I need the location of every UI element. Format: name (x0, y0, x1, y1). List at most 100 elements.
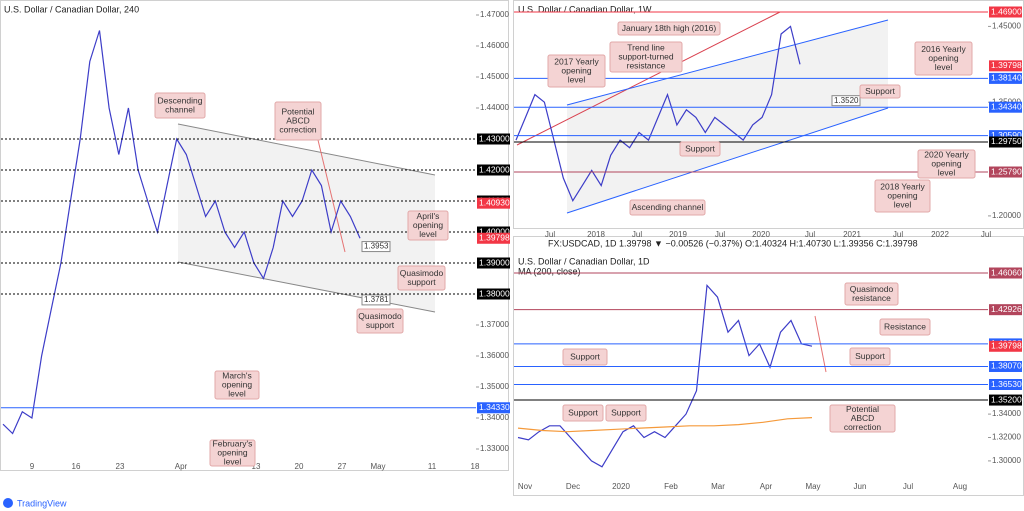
channel-shade (178, 124, 435, 312)
y-tick-label: 1.44000 (480, 103, 509, 112)
price-tag (989, 304, 1022, 316)
price-tag (477, 226, 510, 238)
annotation-text: support-turned (618, 51, 674, 61)
annotation-text: support (366, 320, 395, 330)
abcd-arrow (317, 139, 346, 253)
price-tag-label: 1.39798 (991, 60, 1022, 70)
inline-label: 1.3781 (364, 295, 389, 304)
annotation-text: level (568, 74, 586, 84)
x-tick-label: 20 (295, 462, 304, 471)
x-tick-label: Jul (893, 230, 903, 239)
annotation-box (274, 101, 322, 141)
annotation-text: Support (568, 407, 598, 417)
annotation-box (609, 41, 683, 73)
channel-shade (567, 20, 888, 213)
annotation-text: opening (413, 220, 444, 230)
price-tag-label: 1.46900 (991, 6, 1022, 16)
x-tick-label: 2022 (931, 230, 949, 239)
channel-line (177, 123, 436, 176)
annotation-box (874, 179, 931, 213)
x-tick-label: 11 (428, 462, 437, 471)
annotation-box (154, 92, 206, 119)
annotation-text: opening (561, 65, 592, 75)
annotation-text: correction (844, 422, 882, 432)
panel-title: U.S. Dollar / Canadian Dollar, 1W (518, 4, 652, 14)
price-tag (477, 402, 510, 414)
x-tick-label: Aug (953, 482, 967, 491)
annotation-box (617, 21, 721, 36)
annotation-box (914, 41, 973, 76)
y-tick-label: 1.36000 (480, 351, 509, 360)
annotation-text: level (419, 229, 437, 239)
annotation-box (844, 282, 899, 306)
x-tick-label: May (805, 482, 820, 491)
ohlc-header: FX:USDCAD, 1D 1.39798 ▼ −0.00526 (−0.37%… (548, 238, 918, 248)
annotation-box (407, 210, 449, 241)
price-tag (989, 72, 1022, 84)
annotation-text: level (938, 167, 956, 177)
annotation-text: level (224, 456, 242, 466)
annotation-box (679, 141, 721, 157)
annotation-text: support (407, 277, 436, 287)
x-tick-label: 23 (116, 462, 125, 471)
annotation-box (562, 348, 608, 366)
x-tick-label: 2020 (752, 230, 770, 239)
annotation-text: February's (213, 438, 253, 448)
annotation-text: 2016 Yearly (921, 44, 966, 54)
annotation-text: Ascending channel (632, 202, 704, 212)
y-tick-label: 1.45000 (992, 22, 1021, 31)
x-tick-label: Jul (632, 230, 642, 239)
price-tag (477, 133, 510, 145)
annotation-text: level (228, 388, 246, 398)
logo-icon (3, 498, 13, 508)
x-tick-label: Dec (566, 482, 580, 491)
x-tick-label: 16 (72, 462, 81, 471)
annotation-text: resistance (627, 60, 666, 70)
price-tag (989, 267, 1022, 279)
x-tick-label: 9 (30, 462, 35, 471)
annotation-text: April's (417, 211, 440, 221)
annotation-text: Support (855, 351, 885, 361)
price-tag-label: 1.39798 (479, 233, 510, 243)
price-line (517, 283, 813, 468)
price-tag-label: 1.39000 (479, 257, 510, 267)
annotation-text: 2017 Yearly (554, 56, 599, 66)
x-tick-label: 13 (252, 462, 261, 471)
annotation-box (562, 404, 604, 422)
price-tag (477, 257, 510, 269)
footer-logo: TradingView (17, 498, 67, 508)
price-tag-label: 1.38070 (991, 361, 1022, 371)
annotation-box (397, 265, 446, 291)
annotation-text: Quasimodo (358, 311, 402, 321)
annotation-text: opening (222, 379, 253, 389)
y-tick-label: 1.30000 (992, 456, 1021, 465)
annotation-text: January 18th high (2016) (622, 23, 717, 33)
annotation-text: Trend line (627, 42, 665, 52)
annotation-text: March's (222, 370, 252, 380)
x-tick-label: Nov (518, 482, 532, 491)
inline-label-box (361, 241, 391, 253)
price-tag (989, 101, 1022, 113)
price-tag-label: 1.40000 (479, 226, 510, 236)
y-tick-label: 1.35000 (480, 382, 509, 391)
annotation-text: Support (685, 143, 715, 153)
x-tick-label: 18 (471, 462, 480, 471)
price-tag (989, 379, 1022, 391)
price-tag-label: 1.39798 (991, 341, 1022, 351)
price-line (515, 25, 801, 202)
x-tick-label: Jun (854, 482, 867, 491)
price-tag (477, 164, 510, 176)
channel-line (177, 261, 436, 313)
x-tick-label: Feb (664, 482, 678, 491)
annotation-box (879, 318, 931, 336)
annotation-box (547, 54, 606, 88)
y-tick-label: 1.34000 (992, 409, 1021, 418)
x-tick-label: 2021 (843, 230, 861, 239)
inline-label-box (361, 294, 391, 306)
annotation-text: opening (928, 53, 959, 63)
price-tag (477, 197, 510, 209)
price-tag-label: 1.42926 (991, 304, 1022, 314)
price-tag-label: 1.42000 (479, 164, 510, 174)
annotation-text: Descending (158, 95, 203, 105)
